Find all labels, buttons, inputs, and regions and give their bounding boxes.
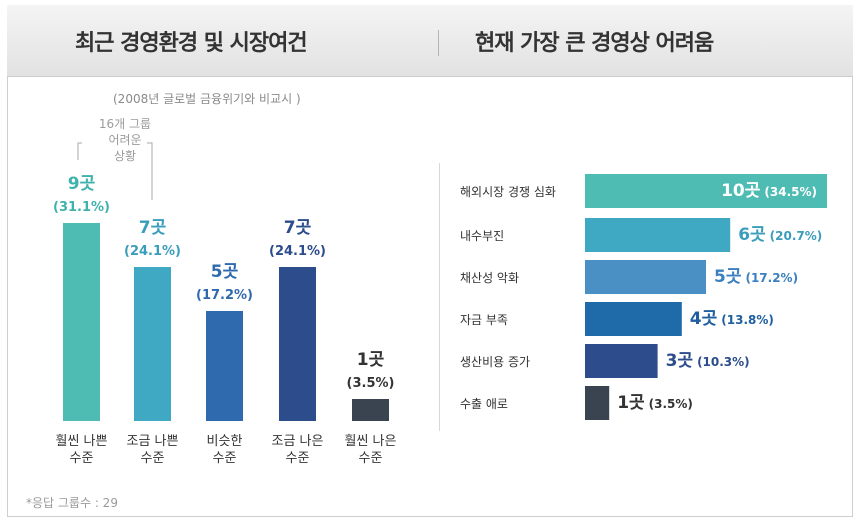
hbar-value-label-2: 6곳 xyxy=(738,225,766,245)
bar-percent-label-5: (3.5%) xyxy=(347,376,395,391)
header-divider xyxy=(438,30,439,56)
group-annotation: 16개 그룹 어려운 상황 xyxy=(80,116,170,164)
annotation-line-3: 상황 xyxy=(113,149,137,163)
bar-percent-label-3: (17.2%) xyxy=(196,288,253,303)
category-label-6: 수출 애로 xyxy=(460,397,508,411)
hbar-value-label-6: 1곳 xyxy=(617,393,645,413)
hbar-label-6: 1곳 (3.5%) xyxy=(617,393,693,413)
bar-percent-label-2: (24.1%) xyxy=(124,244,181,259)
bar-3 xyxy=(206,311,243,421)
hbar-percent-label-6: (3.5%) xyxy=(649,397,693,411)
bar-value-label-4: 7곳 xyxy=(284,218,312,238)
hbar-percent-label-5: (10.3%) xyxy=(697,355,750,369)
bar-percent-label-4: (24.1%) xyxy=(269,244,326,259)
left-chart-subtitle: (2008년 글로벌 금융위기와 비교시 ) xyxy=(113,92,301,106)
hbar-label-1: 10곳 (34.5%) xyxy=(721,181,817,201)
category-label-3-line-1: 비슷한 xyxy=(207,434,243,449)
hbar-label-2: 6곳 (20.7%) xyxy=(738,225,822,245)
category-label-1-line-2: 수준 xyxy=(70,451,94,466)
bar-4 xyxy=(279,267,316,421)
hbar-2 xyxy=(585,218,731,252)
hbar-value-label-4: 4곳 xyxy=(690,309,718,329)
footnote: *응답 그룹수 : 29 xyxy=(26,496,118,510)
category-label-2: 내수부진 xyxy=(460,229,504,243)
category-label-4-line-1: 조금 나은 xyxy=(272,434,324,449)
hbar-value-label-3: 5곳 xyxy=(714,267,742,287)
bar-5 xyxy=(352,399,389,421)
bar-value-label-2: 7곳 xyxy=(139,218,167,238)
category-label-2-line-1: 조금 나쁜 xyxy=(127,434,179,449)
hbar-6 xyxy=(585,386,610,420)
hbar-label-5: 3곳 (10.3%) xyxy=(666,351,750,371)
bar-value-label-3: 5곳 xyxy=(211,262,239,282)
chart-frame xyxy=(7,5,853,517)
category-label-5: 생산비용 증가 xyxy=(460,355,530,369)
hbar-1 xyxy=(585,174,827,208)
bar-value-label-5: 1곳 xyxy=(357,350,385,370)
category-label-2-line-2: 수준 xyxy=(141,451,165,466)
category-label-5-line-1: 훨씬 나은 xyxy=(345,434,397,449)
hbar-4 xyxy=(585,302,682,336)
category-label-3: 채산성 악화 xyxy=(460,271,519,285)
hbar-percent-label-4: (13.8%) xyxy=(721,313,774,327)
hbar-label-3: 5곳 (17.2%) xyxy=(714,267,798,287)
hbar-label-4: 4곳 (13.8%) xyxy=(690,309,774,329)
category-label-3-line-2: 수준 xyxy=(213,451,237,466)
hbar-percent-label-2: (20.7%) xyxy=(770,229,823,243)
right-section-title: 현재 가장 큰 경영상 어려움 xyxy=(475,31,714,56)
category-label-1: 해외시장 경쟁 심화 xyxy=(460,185,556,199)
hbar-percent-label-1: (34.5%) xyxy=(764,185,817,199)
hbar-5 xyxy=(585,344,658,378)
annotation-line-2: 어려운 xyxy=(108,133,142,147)
horizontal-bar-chart: 해외시장 경쟁 심화 10곳 (34.5%) 내수부진 6곳 (20.7%) 채산성 악화 5… xyxy=(460,174,827,420)
hbar-value-label-5: 3곳 xyxy=(666,351,694,371)
category-label-5-line-2: 수준 xyxy=(359,451,383,466)
bar-percent-label-1: (31.1%) xyxy=(53,200,110,215)
header-bar: 최근 경영환경 및 시장여건 현재 가장 큰 경영상 어려움 xyxy=(7,5,853,77)
hbar-value-label-1: 10곳 xyxy=(721,181,761,201)
annotation-line-1: 16개 그룹 xyxy=(98,117,152,131)
category-label-4-line-2: 수준 xyxy=(286,451,310,466)
hbar-3 xyxy=(585,260,706,294)
category-label-1-line-1: 훨씬 나쁜 xyxy=(56,434,108,449)
right-panel xyxy=(439,163,838,431)
bar-value-label-1: 9곳 xyxy=(68,174,96,194)
category-label-4: 자금 부족 xyxy=(460,313,508,327)
bar-1 xyxy=(63,223,100,421)
bar-2 xyxy=(134,267,171,421)
hbar-percent-label-3: (17.2%) xyxy=(745,271,798,285)
left-section-title: 최근 경영환경 및 시장여건 xyxy=(75,31,308,56)
